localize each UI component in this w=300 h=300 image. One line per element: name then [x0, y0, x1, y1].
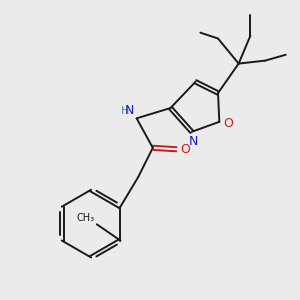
- Text: H: H: [121, 106, 129, 116]
- Text: CH₃: CH₃: [76, 213, 94, 223]
- Text: O: O: [224, 117, 234, 130]
- Text: N: N: [124, 103, 134, 117]
- Text: O: O: [180, 143, 190, 156]
- Text: N: N: [188, 135, 198, 148]
